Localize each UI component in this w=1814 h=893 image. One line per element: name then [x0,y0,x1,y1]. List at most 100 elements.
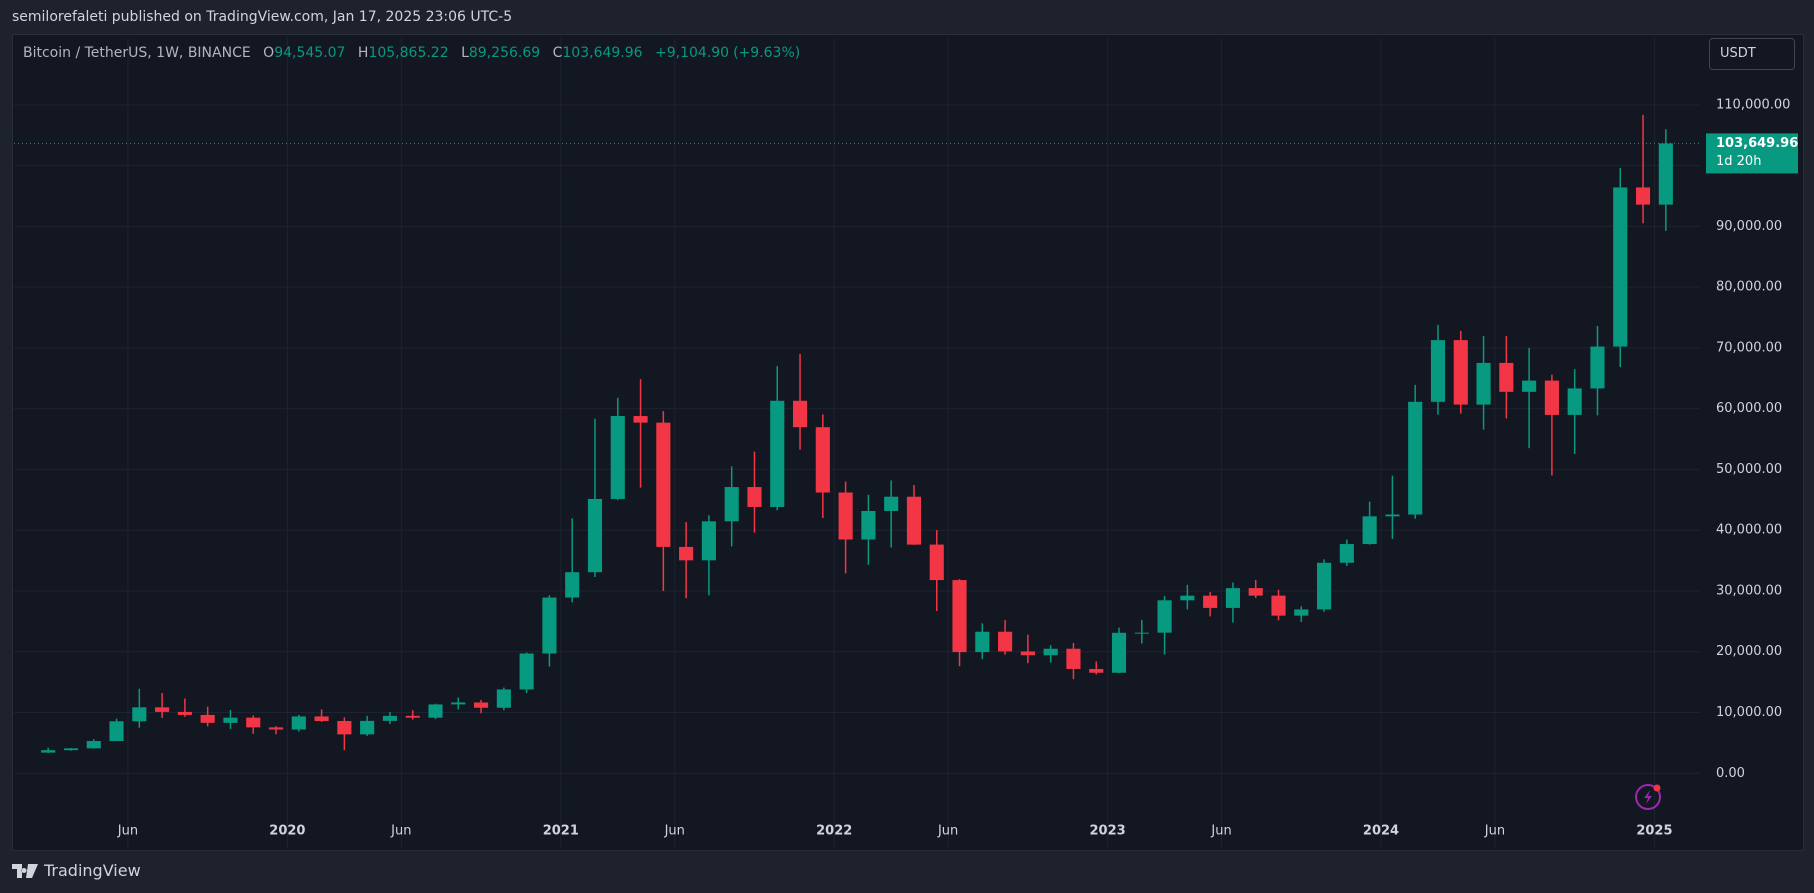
ohlc-value: 89,256.69 [468,45,541,61]
ohlc-label: H [357,45,369,61]
publisher-line: semilorefaleti published on TradingView.… [12,9,513,25]
change: +9,104.90 [655,45,730,61]
candle-body [1567,388,1582,415]
ohlc-value: 103,649.96 [562,45,643,61]
candle-body [952,580,967,653]
candle-body [1613,187,1628,347]
candle-body [200,714,215,723]
candle-body [1317,562,1332,610]
y-tick-label: 60,000.00 [1716,401,1782,416]
candle-body [724,487,739,522]
ohlc-label: L [461,45,469,61]
candle-body [1157,600,1172,633]
candle-body [1658,143,1673,205]
candle-body [360,720,375,735]
candle-body [1020,651,1035,656]
candle-body [1248,588,1263,596]
y-tick-label: 50,000.00 [1716,462,1782,477]
candle-body [884,496,899,511]
candle-body [405,715,420,718]
candle-body [542,597,557,654]
candle-body [519,653,534,690]
candle-body [109,721,124,742]
y-tick-label: 110,000.00 [1716,97,1790,112]
candle-body [929,544,944,581]
x-tick-label: 2024 [1363,824,1399,839]
candle-body [792,400,808,428]
ohlc-value: 94,545.07 [274,45,346,61]
candle-body [1453,340,1468,405]
candle-body [1203,595,1218,608]
y-tick-label: 0.00 [1716,766,1745,781]
symbol-legend: Bitcoin / TetherUS, 1W, BINANCE O94,545.… [23,45,808,61]
candle-body [474,702,489,708]
candle-body [155,707,170,712]
plot: 0.00 10,000.00 20,000.00 30,000.00 40,000.00… [14,38,1798,848]
y-tick-label: 80,000.00 [1716,280,1782,295]
x-tick-label: Jun [1210,824,1231,839]
currency-button[interactable]: USDT [1709,38,1795,70]
candle-body [268,727,284,730]
change-percent: (+9.63%) [733,45,801,61]
candle-body [1362,516,1377,545]
x-tick-label: Jun [117,824,138,839]
candle-body [63,748,79,751]
candle-body [1225,588,1240,608]
candle-body [565,572,580,598]
candle-body [1544,380,1559,415]
x-tick-label: Jun [1484,824,1505,839]
y-tick-label: 70,000.00 [1716,340,1782,355]
y-tick-label: 40,000.00 [1716,523,1782,538]
candle-body [1271,595,1286,616]
candle-body [1408,401,1423,515]
candle-body [382,715,397,721]
candle-body [1294,609,1309,616]
candle-body [587,498,603,573]
candle-body [1111,632,1127,673]
lightning-icon[interactable] [1635,784,1661,810]
candle-body [998,631,1013,652]
y-tick-label: 30,000.00 [1716,583,1782,598]
x-tick-label: Jun [390,824,411,839]
candle-body [1522,380,1537,392]
candle-body [1499,362,1514,392]
candle-body [1339,544,1354,563]
x-tick-label: Jun [937,824,958,839]
candle-body [291,716,306,730]
y-tick-label: 10,000.00 [1716,705,1782,720]
candle-body [701,521,716,561]
candle-body [177,711,192,715]
last-price-label: 103,649.96 [1716,136,1798,151]
x-tick-label: Jun [664,824,685,839]
candle-body [428,704,443,718]
candle-body [223,717,238,723]
candle-body [451,702,466,705]
candle-body [610,416,625,499]
candle-body [656,422,671,547]
ohlc-label: O [263,45,275,61]
countdown: 1d 20h [1716,154,1761,169]
ohlc-label: C [552,45,563,61]
chart-frame [12,34,1804,851]
candle-body [246,717,261,728]
candle-body [1476,362,1491,405]
candle-body [1430,340,1446,402]
x-tick-label: 2023 [1090,824,1126,839]
brand-name: TradingView [44,861,141,880]
symbol-title: Bitcoin / TetherUS, 1W, BINANCE [23,45,251,61]
candle-body [633,416,648,423]
candle-body [1590,346,1605,389]
candle-body [861,510,876,540]
x-tick-label: 2020 [269,824,305,839]
candle-body [1180,595,1195,601]
candle-body [314,716,329,722]
candle-body [1043,648,1058,656]
ohlc-value: 105,865.22 [368,45,449,61]
candle-body [679,546,694,561]
footer-brand[interactable]: TradingView [12,861,141,880]
candle-body [815,427,830,493]
x-tick-label: 2022 [816,824,852,839]
candle-body [906,496,922,545]
